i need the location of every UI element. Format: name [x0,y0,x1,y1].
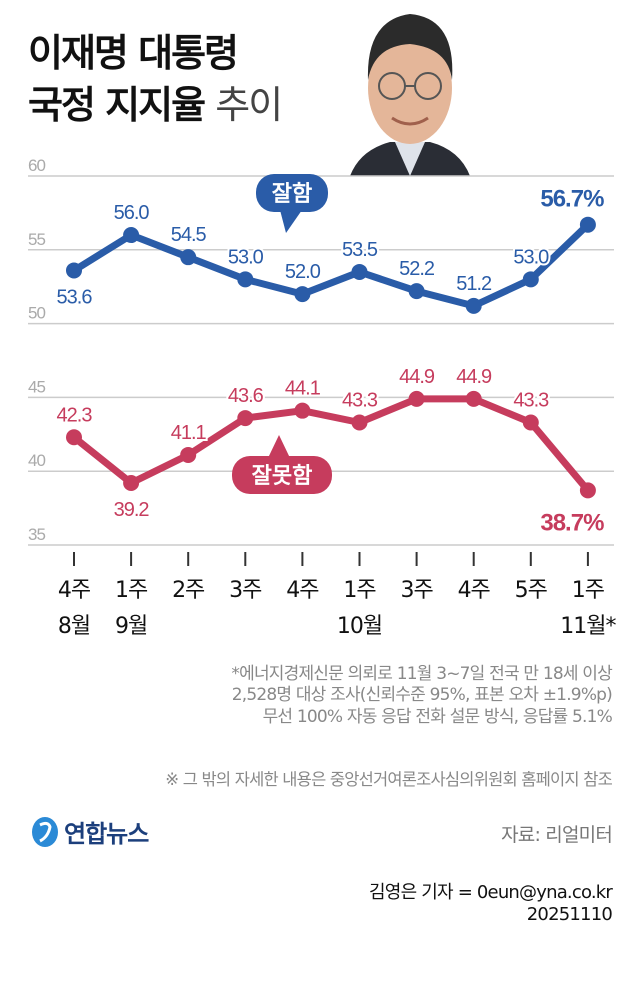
data-point [66,429,82,446]
x-week-label: 3주 [400,578,433,603]
data-point [579,216,596,233]
x-month-label: 11월* [560,614,616,639]
yonhap-logo-icon [32,816,58,847]
data-label: 56.0 [114,202,150,224]
data-label: 43.3 [342,389,378,411]
x-week-label: 1주 [343,578,376,603]
yonhap-logo: 연합뉴스 [30,814,149,849]
president-portrait [340,0,480,176]
approval-chart: 60 55 50 45 40 35 53.6 56.0 54.5 53.0 52.0 53.5 52.2… [28,156,618,639]
data-point [180,249,197,266]
data-label: 44.9 [399,366,435,388]
data-point [237,410,254,427]
x-week-label: 5주 [515,578,548,603]
x-month-label: 10월 [337,614,382,639]
date: 20251110 [526,903,613,925]
data-label: 52.2 [399,258,435,280]
byline: 김영은 기자 = 0eun@yna.co.kr 20251110 [369,882,613,925]
x-month-label: 9월 [115,614,147,639]
x-month-label: 8월 [58,614,90,639]
source: 자료: 리얼미터 [501,824,613,846]
x-week-label: 3주 [229,578,262,603]
data-point [351,414,368,431]
data-point [408,283,425,300]
data-point [180,446,197,463]
y-tick-label: 60 [28,156,45,175]
title-line1: 이재명 대통령 [28,31,239,75]
data-label: 54.5 [171,224,207,246]
data-point [237,271,254,288]
x-week-label: 1주 [572,578,605,603]
note-line: 2,528명 대상 조사(신뢰수준 95%, 표본 오차 ±1.9%p) [231,685,613,706]
data-label: 53.0 [513,246,549,268]
callout-label: 잘못함 [252,464,313,489]
data-point [465,297,482,314]
data-label: 44.1 [285,378,321,400]
data-point [522,271,539,288]
x-week-label: 4주 [58,578,91,603]
data-point [123,475,140,492]
data-label: 51.2 [456,273,492,295]
data-point [351,263,368,280]
data-point [294,402,311,419]
x-week-label: 4주 [286,578,319,603]
data-point [522,414,539,431]
data-point [294,286,311,303]
data-label: 43.6 [228,385,264,407]
series-callout: 잘못함 [232,435,332,494]
data-label: 42.3 [57,404,93,426]
data-label: 43.3 [513,389,549,411]
title-bold: 국정 지지율 [28,83,206,127]
reporter: 김영은 기자 = 0eun@yna.co.kr [369,882,613,903]
note-line: 무선 100% 자동 응답 전화 설문 방식, 응답률 5.1% [262,706,613,727]
data-point [123,227,140,244]
series-line-disapprove [71,395,591,493]
data-point [408,390,425,407]
series-callout: 잘함 [256,174,328,233]
data-label: 44.9 [456,366,492,388]
survey-notes: *에너지경제신문 의뢰로 11월 3~7일 전국 만 18세 이상 2,528명… [231,664,612,728]
title-line2: 국정 지지율 추이 [28,83,283,127]
data-label: 39.2 [114,499,150,521]
data-label: 53.0 [228,246,264,268]
data-label: 56.7% [540,186,604,213]
note-line: *에너지경제신문 의뢰로 11월 3~7일 전국 만 18세 이상 [231,664,612,684]
series-line-approve [72,222,591,310]
y-tick-label: 45 [28,377,45,396]
callout-label: 잘함 [272,182,312,207]
x-week-label: 4주 [458,578,491,603]
x-week-label: 1주 [115,578,148,603]
title-light: 추이 [215,83,283,127]
y-tick-label: 50 [28,304,45,323]
y-tick-label: 55 [28,230,45,249]
data-point [66,262,82,279]
data-label: 53.5 [342,239,378,261]
data-label: 53.6 [57,286,93,308]
data-label: 38.7% [540,509,604,536]
data-point [579,482,596,499]
x-week-label: 2주 [172,578,205,603]
y-tick-label: 35 [28,525,45,544]
disclaimer: ※ 그 밖의 자세한 내용은 중앙선거여론조사심의위원회 홈페이지 참조 [165,770,613,789]
data-point [465,390,482,407]
y-tick-label: 40 [28,451,45,470]
data-label: 41.1 [171,422,207,444]
data-label: 52.0 [285,261,321,283]
logo-text: 연합뉴스 [64,820,149,848]
